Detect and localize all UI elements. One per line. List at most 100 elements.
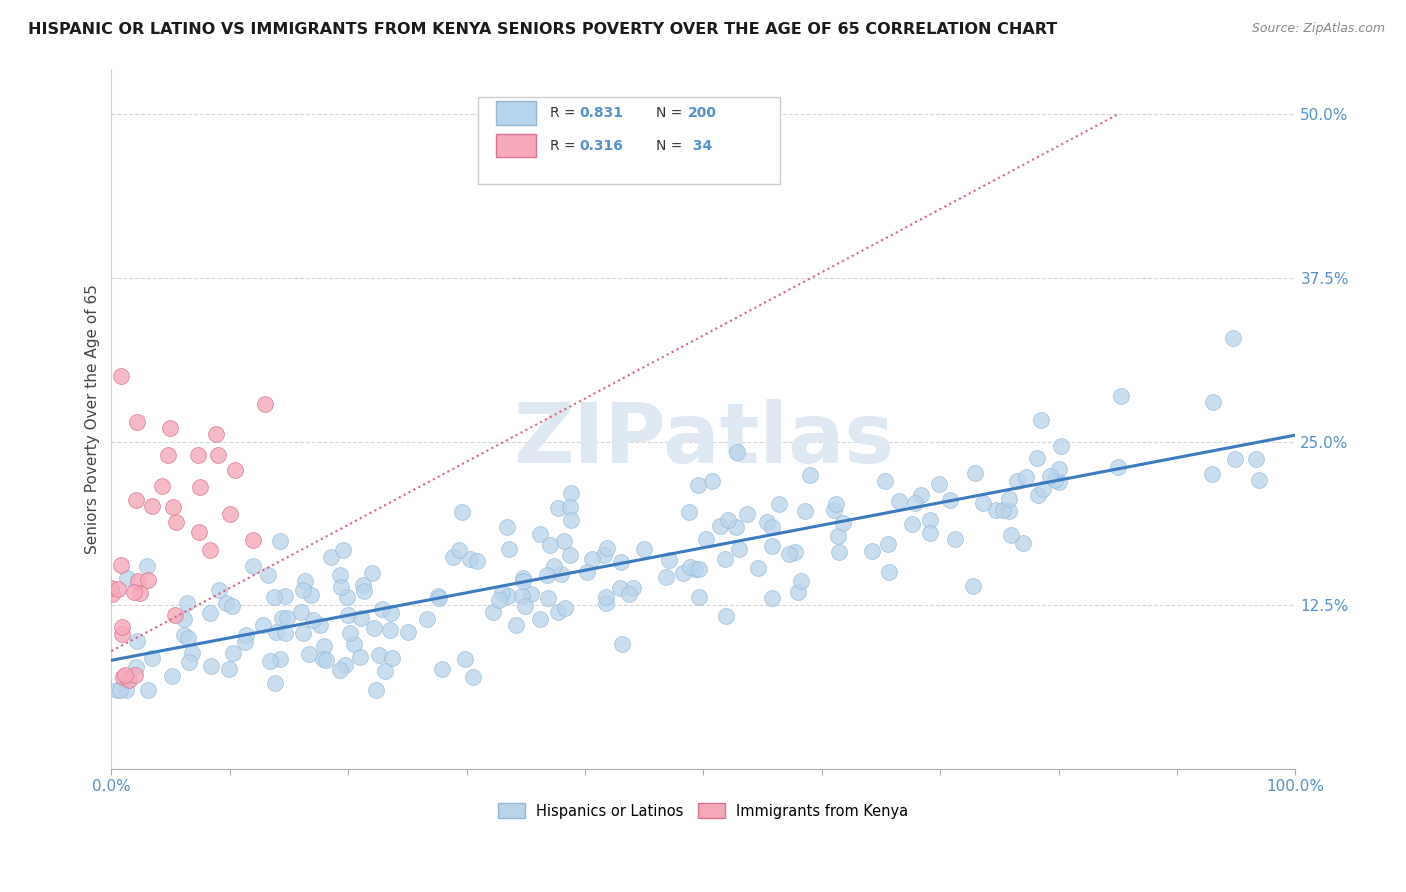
Point xyxy=(242,533,264,547)
Point xyxy=(363,621,385,635)
Point xyxy=(162,500,184,514)
Point xyxy=(335,657,357,672)
Point xyxy=(1047,475,1070,490)
Point xyxy=(301,613,323,627)
Point xyxy=(367,648,389,662)
Point xyxy=(125,634,148,648)
Point xyxy=(254,397,277,411)
Point xyxy=(904,496,927,510)
Point xyxy=(761,591,783,606)
Point xyxy=(107,582,129,596)
Point xyxy=(291,583,314,598)
Point xyxy=(312,639,335,653)
Point xyxy=(264,625,287,640)
Point xyxy=(505,618,527,632)
Point xyxy=(558,548,581,562)
Point xyxy=(115,572,138,586)
Point xyxy=(129,586,152,600)
Point xyxy=(1026,450,1049,465)
Point xyxy=(127,574,149,588)
Point xyxy=(336,590,359,604)
Point xyxy=(177,655,200,669)
Point xyxy=(593,548,616,562)
Point xyxy=(1225,452,1247,467)
Point xyxy=(877,566,900,580)
Point xyxy=(441,549,464,564)
Point xyxy=(138,574,160,588)
Point xyxy=(141,499,163,513)
Point xyxy=(349,649,371,664)
Point xyxy=(619,587,641,601)
Point xyxy=(380,606,402,620)
Point xyxy=(135,558,157,573)
Point xyxy=(962,579,984,593)
Point xyxy=(336,608,359,623)
Point xyxy=(110,558,132,572)
Point xyxy=(554,601,576,615)
Point xyxy=(290,605,312,619)
Point xyxy=(761,520,783,534)
Point xyxy=(465,553,488,567)
Text: 200: 200 xyxy=(688,105,717,120)
Point xyxy=(491,586,513,600)
Point xyxy=(136,683,159,698)
Point xyxy=(875,475,897,489)
Point xyxy=(111,626,134,640)
Point xyxy=(972,496,994,510)
Point xyxy=(187,448,209,462)
Point xyxy=(918,526,941,541)
Point xyxy=(688,478,710,492)
Point xyxy=(235,628,257,642)
Point xyxy=(157,448,180,462)
Point xyxy=(122,584,145,599)
Point xyxy=(108,683,131,698)
Point xyxy=(747,560,769,574)
Point xyxy=(610,637,633,651)
Point xyxy=(165,608,187,623)
Point xyxy=(901,516,924,531)
Point xyxy=(700,474,723,488)
Point xyxy=(1015,469,1038,483)
Point xyxy=(529,527,551,541)
Point xyxy=(1005,475,1028,489)
Point xyxy=(778,547,800,561)
Point xyxy=(860,543,883,558)
Point xyxy=(298,647,321,661)
Point xyxy=(761,539,783,553)
Text: 34: 34 xyxy=(688,138,713,153)
Point xyxy=(609,581,631,595)
Point xyxy=(887,493,910,508)
Point xyxy=(430,662,453,676)
Point xyxy=(1000,528,1022,542)
Point xyxy=(329,663,352,677)
Point xyxy=(512,571,534,585)
Point xyxy=(125,659,148,673)
Point xyxy=(965,466,987,480)
Point xyxy=(176,596,198,610)
Point xyxy=(371,601,394,615)
Point xyxy=(783,544,806,558)
Point xyxy=(312,651,335,665)
Point xyxy=(374,664,396,678)
Point xyxy=(319,549,342,564)
Point xyxy=(315,653,337,667)
Point xyxy=(361,566,384,580)
Point xyxy=(688,590,710,604)
Point xyxy=(621,581,644,595)
Point xyxy=(159,420,181,434)
Point xyxy=(575,566,598,580)
Point xyxy=(547,605,569,619)
Point xyxy=(299,588,322,602)
Point xyxy=(292,625,315,640)
Point xyxy=(274,626,297,640)
Point xyxy=(828,545,851,559)
Point xyxy=(515,599,537,614)
Text: Source: ZipAtlas.com: Source: ZipAtlas.com xyxy=(1251,22,1385,36)
Point xyxy=(655,570,678,584)
Point xyxy=(560,513,582,527)
Point xyxy=(114,683,136,698)
Point xyxy=(610,555,633,569)
Point xyxy=(447,543,470,558)
Point xyxy=(100,581,122,595)
Point xyxy=(141,651,163,665)
